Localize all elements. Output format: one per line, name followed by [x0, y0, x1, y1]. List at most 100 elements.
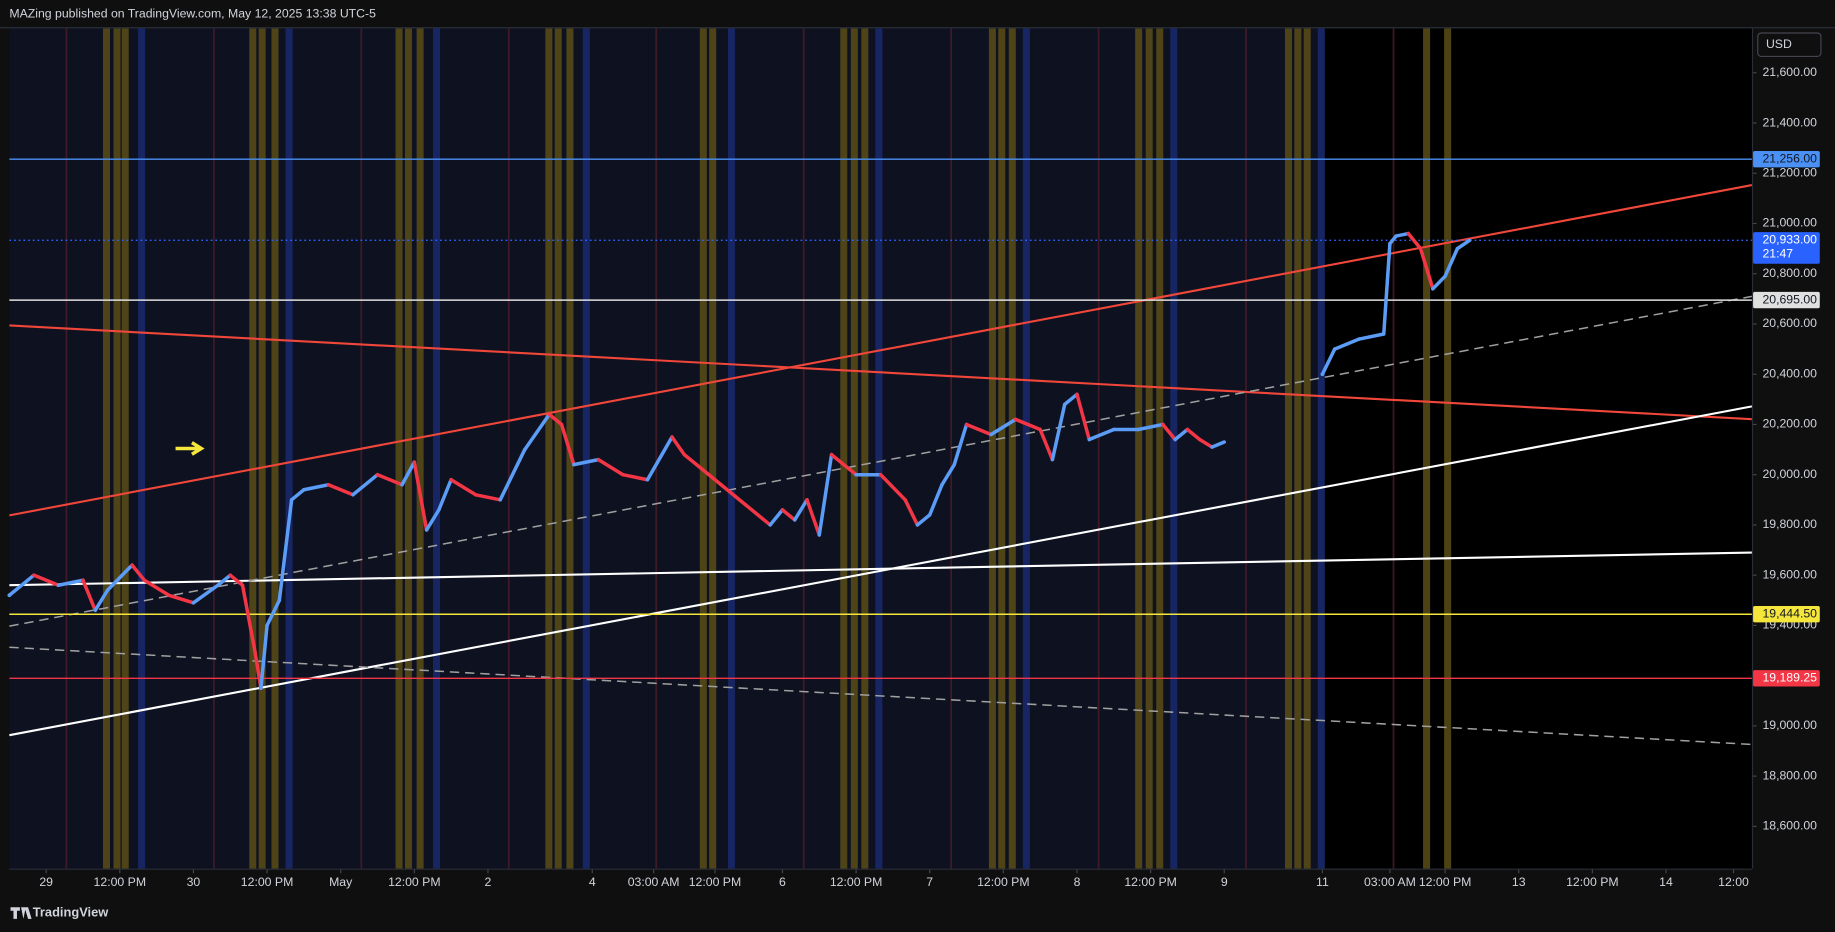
x-tick-label: 03:00 AM: [628, 875, 680, 889]
price-segment: [142, 578, 171, 598]
price-segment: [547, 412, 564, 427]
session-band: [404, 28, 412, 869]
price-segment: [191, 583, 220, 605]
session-band: [699, 28, 707, 869]
session-band: [582, 28, 590, 869]
price-segment: [964, 422, 993, 437]
x-tick-label: 7: [926, 875, 933, 889]
session-band: [554, 28, 562, 869]
price-segment: [473, 493, 502, 502]
price-segment: [1087, 427, 1116, 442]
session-band: [998, 28, 1006, 869]
session-band: [507, 28, 510, 869]
price-segment: [1418, 246, 1435, 291]
session-band: [1317, 28, 1325, 869]
x-tick-label: 12:00 PM: [1419, 875, 1472, 889]
price-segment: [1357, 332, 1386, 341]
y-tick-label: 20,000.00: [1762, 467, 1817, 481]
plot-bg: [1324, 28, 1752, 869]
plot: [7, 158, 1753, 746]
session-band: [802, 28, 805, 869]
level-label: 19,444.50: [1762, 606, 1817, 620]
y-tick-label: 19,800.00: [1762, 517, 1817, 531]
price-segment: [572, 457, 601, 467]
session-band: [113, 28, 121, 869]
price-segment: [1332, 337, 1361, 351]
price-segment: [105, 563, 134, 593]
price-segment: [878, 472, 907, 502]
price-segment: [1161, 422, 1177, 442]
price-segment: [1185, 427, 1202, 442]
y-tick-label: 21,200.00: [1762, 166, 1817, 180]
price-segment: [817, 452, 834, 537]
trend-line: [9, 646, 1752, 746]
price-segment: [670, 435, 687, 457]
price-segment: [682, 452, 699, 467]
price-segment: [351, 472, 380, 497]
x-tick-label: 30: [187, 875, 201, 889]
trend-line: [9, 405, 1753, 737]
trend-line: [9, 551, 1752, 587]
price-segment: [694, 462, 723, 487]
session-band: [1135, 28, 1143, 869]
x-tick-label: 9: [1221, 875, 1228, 889]
price-segment: [1443, 246, 1460, 279]
price-segment: [1062, 392, 1079, 407]
price-segment: [940, 462, 957, 487]
price-segment: [259, 623, 269, 690]
session-band: [727, 28, 735, 869]
session-band: [875, 28, 883, 869]
y-tick-label: 18,800.00: [1762, 768, 1817, 782]
price-segment: [216, 573, 233, 587]
session-band: [1423, 28, 1431, 869]
x-tick-label: 12:00 PM: [388, 875, 441, 889]
x-tick-label: 12:00 PM: [241, 875, 294, 889]
session-band: [1284, 28, 1292, 869]
price-segment: [289, 488, 306, 502]
price-segment: [780, 508, 797, 522]
x-tick-label: 12:00 PM: [1566, 875, 1619, 889]
y-tick-label: 20,600.00: [1762, 316, 1817, 330]
price-segment: [326, 482, 355, 497]
y-tick-label: 20,200.00: [1762, 417, 1817, 431]
price-segment: [792, 498, 809, 522]
price-segment: [375, 472, 404, 487]
session-band: [1008, 28, 1016, 869]
level-label-box: [1753, 150, 1820, 168]
price-segment: [1320, 347, 1337, 376]
x-tick-label: 12:00 PM: [830, 875, 883, 889]
price-segment: [424, 508, 441, 532]
session-band: [212, 28, 215, 869]
price-segment: [1382, 241, 1392, 336]
y-tick-label: 21,000.00: [1762, 216, 1817, 230]
session-band: [285, 28, 293, 869]
session-band: [1145, 28, 1153, 869]
x-tick-label: May: [329, 875, 353, 889]
session-band: [271, 28, 279, 869]
session-band: [1392, 28, 1395, 869]
x-tick-label: 12:00 PM: [1124, 875, 1177, 889]
session-band: [121, 28, 129, 869]
session-band: [950, 28, 953, 869]
currency-box[interactable]: [1757, 32, 1822, 57]
session-band: [138, 28, 146, 869]
price-segment: [1455, 238, 1472, 251]
arrow-annotation: [175, 441, 205, 456]
price-segment: [1050, 402, 1067, 462]
price-segment: [56, 578, 85, 587]
x-tick-label: 4: [589, 875, 596, 889]
level-label-box: [1753, 606, 1820, 623]
price-segment: [228, 573, 245, 587]
level-label-box: [1753, 670, 1820, 687]
price-segment: [645, 435, 674, 482]
price-segment: [7, 573, 36, 598]
price-segment: [1197, 437, 1214, 449]
price-segment: [1406, 231, 1423, 251]
session-band: [1156, 28, 1164, 869]
session-band: [840, 28, 848, 869]
price-segment: [952, 422, 969, 467]
x-tick-label: 12:00: [1718, 875, 1749, 889]
brand-logo: [10, 907, 32, 919]
brand: TradingView: [33, 904, 110, 919]
